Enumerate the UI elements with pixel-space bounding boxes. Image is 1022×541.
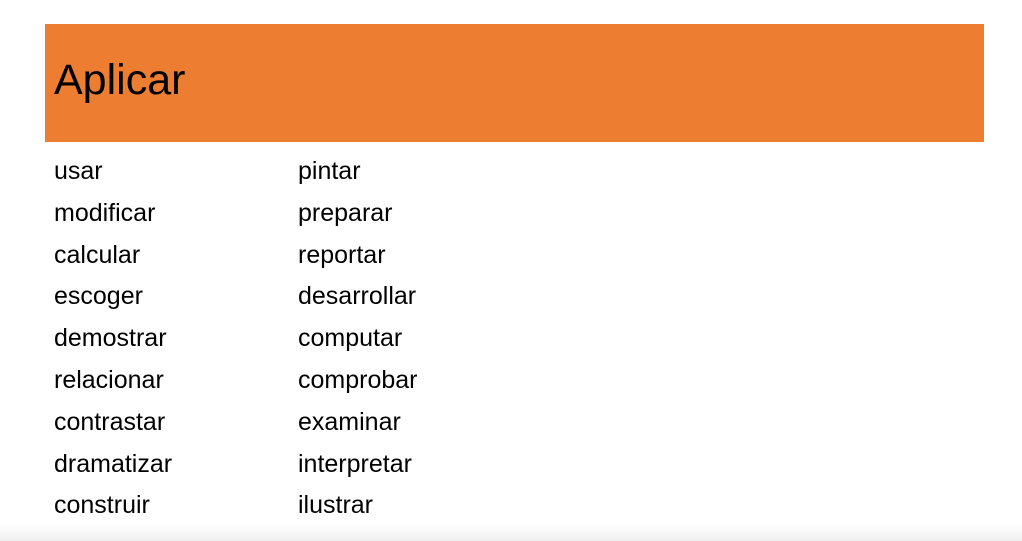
list-item: reportar (298, 240, 386, 269)
list-item: computar (298, 324, 403, 353)
list-item: usar (54, 157, 103, 185)
list-item: examinar (298, 407, 401, 436)
list-item: contrastar (54, 407, 166, 436)
list-item: dramatizar (54, 449, 173, 478)
list-item: construir (54, 491, 150, 520)
list-item: pintar (298, 157, 361, 185)
verb-list-column-1: usar modificar calcular escoger demostra… (54, 151, 172, 527)
bottom-edge-shadow (0, 523, 1022, 541)
list-item: preparar (298, 198, 393, 227)
list-item: demostrar (54, 324, 167, 353)
list-item: relacionar (54, 365, 164, 394)
list-item: ilustrar (298, 491, 374, 520)
list-item: desarrollar (298, 282, 417, 311)
list-item: escoger (54, 282, 143, 311)
slide-title: Aplicar (54, 56, 186, 104)
title-banner: Aplicar (45, 24, 984, 142)
list-item: comprobar (298, 365, 418, 394)
list-item: modificar (54, 198, 156, 227)
list-item: interpretar (298, 449, 412, 478)
verb-list-column-2: pintar preparar reportar desarrollar com… (298, 151, 418, 527)
list-item: calcular (54, 240, 141, 269)
